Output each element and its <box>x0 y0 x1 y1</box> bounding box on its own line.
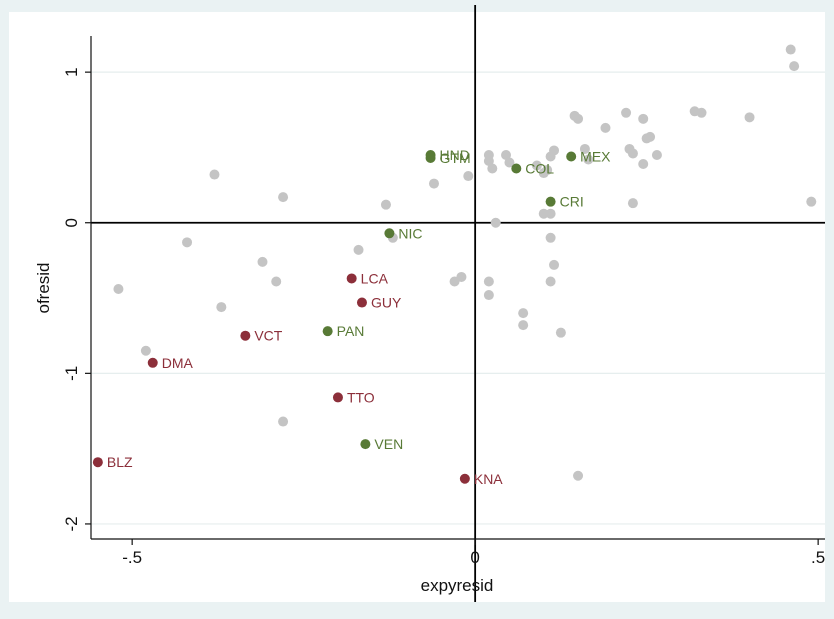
x-tick-label: -.5 <box>122 548 142 567</box>
y-tick-label: 1 <box>62 67 81 76</box>
point-dma <box>147 357 158 368</box>
data-point <box>483 276 494 287</box>
data-point <box>209 169 220 180</box>
x-tick-label: 0 <box>470 548 479 567</box>
data-point <box>545 208 556 219</box>
y-tick-label: -1 <box>62 366 81 381</box>
point-label-pan: PAN <box>337 323 365 339</box>
data-points <box>92 44 817 484</box>
point-label-tto: TTO <box>347 389 375 405</box>
point-label-hnd: HND <box>440 147 470 163</box>
data-point <box>490 217 501 228</box>
point-kna <box>459 473 470 484</box>
data-point <box>257 256 268 267</box>
y-tick-label: 0 <box>62 218 81 227</box>
point-cri <box>545 196 556 207</box>
data-point <box>278 416 289 427</box>
data-point <box>621 107 632 118</box>
data-point <box>380 199 391 210</box>
data-point <box>483 290 494 301</box>
data-point <box>549 259 560 270</box>
point-label-ven: VEN <box>374 436 403 452</box>
data-point <box>113 284 124 295</box>
point-nic <box>384 228 395 239</box>
data-point <box>806 196 817 207</box>
data-point <box>555 327 566 338</box>
point-label-vct: VCT <box>254 328 282 344</box>
data-point <box>638 159 649 170</box>
data-point <box>542 165 553 176</box>
tick-marks: -2 -1 0 1 -.5 0 .5 <box>62 67 825 567</box>
data-point <box>518 308 529 319</box>
data-point <box>549 145 560 156</box>
data-point <box>278 192 289 203</box>
x-axis-title: expyresid <box>421 576 494 595</box>
data-point <box>538 208 549 219</box>
data-point <box>696 107 707 118</box>
plot-area <box>9 12 825 602</box>
data-point <box>501 149 512 160</box>
point-label-cri: CRI <box>560 194 584 210</box>
point-ven <box>360 439 371 450</box>
point-lca <box>346 273 357 284</box>
reference-lines <box>91 5 825 602</box>
point-label-col: COL <box>525 161 554 177</box>
data-point <box>353 244 364 255</box>
data-point <box>789 61 800 72</box>
point-label-dma: DMA <box>162 355 194 371</box>
data-point <box>583 154 594 165</box>
point-label-kna: KNA <box>474 471 503 487</box>
data-point <box>579 143 590 154</box>
data-point <box>573 113 584 124</box>
data-point <box>545 276 556 287</box>
point-col <box>511 163 522 174</box>
data-point <box>504 157 515 168</box>
data-point <box>645 131 656 142</box>
point-tto <box>332 392 343 403</box>
data-point <box>627 198 638 209</box>
data-point <box>651 149 662 160</box>
point-label-nic: NIC <box>398 225 422 241</box>
data-point <box>600 122 611 133</box>
x-tick-label: .5 <box>811 548 825 567</box>
data-point <box>483 155 494 166</box>
data-point <box>463 171 474 182</box>
data-point <box>428 178 439 189</box>
point-blz <box>92 457 103 468</box>
data-point <box>573 470 584 481</box>
data-point <box>271 276 282 287</box>
data-point <box>627 148 638 159</box>
y-tick-label: -2 <box>62 516 81 531</box>
point-pan <box>322 326 333 337</box>
data-point <box>744 112 755 123</box>
axes <box>90 36 825 540</box>
point-label-blz: BLZ <box>107 454 133 470</box>
point-guy <box>356 297 367 308</box>
point-label-lca: LCA <box>361 270 389 286</box>
data-point <box>216 302 227 313</box>
data-point <box>638 113 649 124</box>
point-vct <box>240 330 251 341</box>
data-point <box>182 237 193 248</box>
point-label-gtm: GTM <box>440 150 471 166</box>
data-point <box>531 160 542 171</box>
y-axis-title: ofresid <box>34 262 53 313</box>
data-point <box>545 232 556 243</box>
point-mex <box>566 151 577 162</box>
point-label-mex: MEX <box>580 148 611 164</box>
data-point <box>785 44 796 55</box>
point-label-guy: GUY <box>371 295 402 311</box>
data-point <box>518 320 529 331</box>
data-point <box>140 345 151 356</box>
point-gtm <box>425 152 436 163</box>
data-point <box>456 271 467 282</box>
data-point <box>487 163 498 174</box>
